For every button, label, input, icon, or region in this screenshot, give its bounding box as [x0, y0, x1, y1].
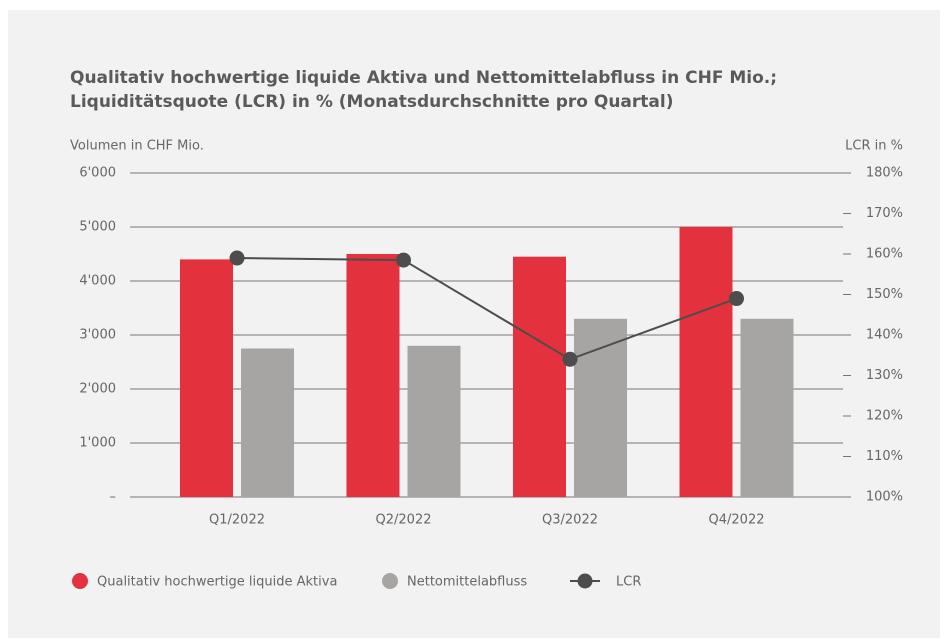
bar: [740, 318, 794, 497]
y2-tick-label: 180%: [866, 166, 903, 181]
x-tick-label: Q4/2022: [709, 513, 765, 528]
y2-tick-label: 150%: [866, 287, 903, 302]
bar: [407, 345, 461, 497]
legend-marker: [382, 573, 398, 589]
line-marker: [729, 291, 744, 307]
line-marker: [396, 252, 411, 268]
y-tick-label: 3'000: [79, 328, 116, 343]
chart-title: Qualitativ hochwertige liquide Aktiva un…: [70, 68, 777, 88]
line-marker: [562, 351, 578, 367]
y2-tick-label: 120%: [866, 409, 903, 424]
y2-tick-label: 170%: [866, 206, 903, 221]
y2-tick-label: 130%: [866, 368, 903, 383]
y-tick-label: 6'000: [79, 166, 116, 181]
chart-title: Liquiditätsquote (LCR) in % (Monatsdurch…: [70, 92, 673, 112]
x-tick-label: Q2/2022: [376, 513, 432, 528]
bar: [574, 318, 627, 497]
y2-tick-label: 140%: [866, 328, 903, 343]
y-tick-label: 1'000: [79, 436, 116, 451]
y2-tick-label: 110%: [866, 449, 903, 464]
legend-label: Nettomittelabfluss: [407, 575, 527, 590]
y-tick-label: 4'000: [79, 274, 116, 289]
y-axis-label: Volumen in CHF Mio.: [70, 139, 204, 154]
y2-tick-label: 160%: [866, 247, 903, 262]
legend-marker: [577, 573, 593, 589]
line-marker: [229, 250, 245, 266]
bar: [679, 227, 733, 497]
bar: [513, 256, 566, 497]
y-tick-label: 5'000: [79, 220, 116, 235]
y-tick-label: 2'000: [79, 382, 116, 397]
y2-axis-label: LCR in %: [845, 139, 903, 154]
bar: [346, 254, 400, 497]
legend-label: LCR: [616, 575, 641, 590]
bar: [180, 259, 233, 497]
y2-tick-label: 100%: [866, 490, 903, 505]
legend-marker: [72, 573, 88, 589]
bar: [241, 348, 294, 497]
y-tick-label: –: [110, 490, 117, 505]
x-tick-label: Q1/2022: [209, 513, 265, 528]
legend-label: Qualitativ hochwertige liquide Aktiva: [97, 575, 337, 590]
x-tick-label: Q3/2022: [542, 513, 598, 528]
line: [236, 257, 737, 361]
